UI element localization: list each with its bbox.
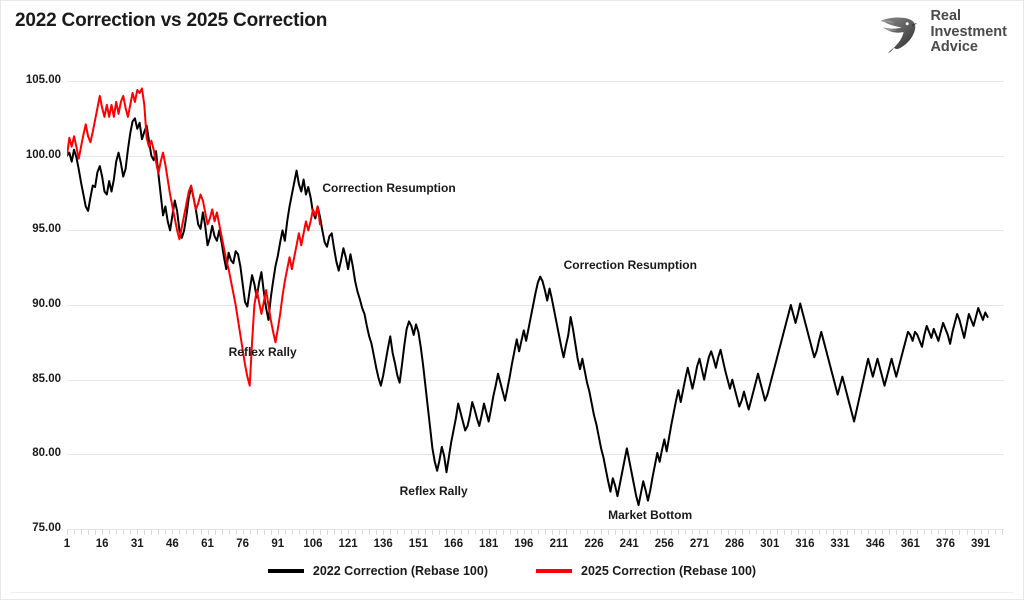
y-axis-tick-label: 85.00 [32, 372, 61, 385]
x-axis-tick-label: 391 [970, 538, 991, 550]
x-axis-tick-label: 46 [166, 538, 179, 550]
chart-annotation: Market Bottom [608, 507, 693, 522]
y-axis-tick-label: 75.00 [32, 522, 61, 534]
brand-logo: Real Investment Advice [875, 8, 1007, 56]
x-axis-tick-label: 226 [584, 538, 604, 550]
brand-line-2: Investment [930, 23, 1007, 40]
x-axis-tick-label: 196 [514, 538, 534, 550]
x-axis-tick-label: 376 [935, 538, 956, 550]
x-axis-tick-label: 346 [865, 538, 885, 550]
x-axis-tick-label: 136 [373, 538, 393, 550]
y-axis-tick-label: 95.00 [32, 223, 61, 236]
series-line-2 [67, 88, 320, 385]
legend-divider [11, 592, 1013, 593]
gridline [67, 305, 1004, 306]
x-axis-tick-label: 271 [689, 538, 710, 550]
legend-item-2[interactable]: 2025 Correction (Rebase 100) [536, 564, 756, 578]
chart-annotation: Reflex Rally [399, 483, 468, 498]
plot-area: Correction Resumption Reflex Rally Correct… [67, 81, 1004, 530]
legend-swatch [267, 569, 304, 573]
x-axis-tick-label: 31 [130, 538, 144, 550]
x-axis-tick-label: 286 [725, 538, 745, 550]
gridline [67, 155, 1004, 157]
page-title: 2022 Correction vs 2025 Correction [15, 10, 328, 31]
x-axis-tick-label: 181 [479, 538, 499, 550]
x-axis-tick-label: 61 [201, 538, 214, 550]
y-axis-tick-label: 105.00 [25, 74, 61, 86]
series-layer [67, 81, 1004, 529]
x-axis-tick-label: 316 [795, 538, 815, 550]
x-axis-tick-label: 91 [271, 538, 285, 550]
legend-label: 2025 Correction (Rebase 100) [581, 564, 757, 578]
x-axis-tick-label: 16 [95, 538, 109, 550]
x-axis-tick-label: 76 [236, 538, 250, 550]
x-axis-tick-label: 1 [63, 538, 71, 550]
brand-text: Real Investment Advice [930, 8, 1007, 56]
y-axis-tick-label: 90.00 [32, 298, 61, 310]
legend-item-1[interactable]: 2022 Correction (Rebase 100) [267, 564, 488, 578]
chart-legend: 2022 Correction (Rebase 100) 2025 Correct… [1, 564, 1023, 578]
legend-swatch [536, 569, 572, 573]
gridline [67, 454, 1004, 456]
gridline [67, 81, 1004, 82]
x-axis-tick-label: 331 [830, 538, 850, 550]
x-axis-tick-label: 121 [338, 538, 358, 550]
chart-annotation: Reflex Rally [228, 344, 297, 359]
x-axis-tick-label: 166 [443, 538, 464, 550]
x-axis-tick-label: 301 [760, 538, 780, 550]
gridline [67, 230, 1004, 232]
gridline [67, 379, 1004, 381]
x-axis-tick-label: 256 [654, 538, 674, 550]
x-axis-tick-label: 211 [549, 538, 569, 550]
eagle-head-icon [880, 17, 918, 54]
x-axis-tick-label: 151 [408, 538, 428, 550]
legend-label: 2022 Correction (Rebase 100) [312, 564, 488, 578]
chart-annotation: Correction Resumption [563, 258, 697, 273]
x-axis-tickmarks [67, 529, 1004, 536]
gridline [67, 529, 1004, 530]
brand-line-1: Real [930, 8, 962, 24]
x-axis-tick-label: 241 [619, 538, 639, 550]
x-axis-tick-label: 106 [303, 538, 323, 550]
x-axis-tick-label: 361 [900, 538, 920, 550]
y-axis-tick-label: 100.00 [25, 148, 61, 161]
y-axis-tick-label: 80.00 [32, 447, 61, 460]
series-line-1 [67, 118, 988, 505]
chart-annotation: Correction Resumption [322, 180, 456, 195]
brand-line-3: Advice [930, 39, 978, 55]
